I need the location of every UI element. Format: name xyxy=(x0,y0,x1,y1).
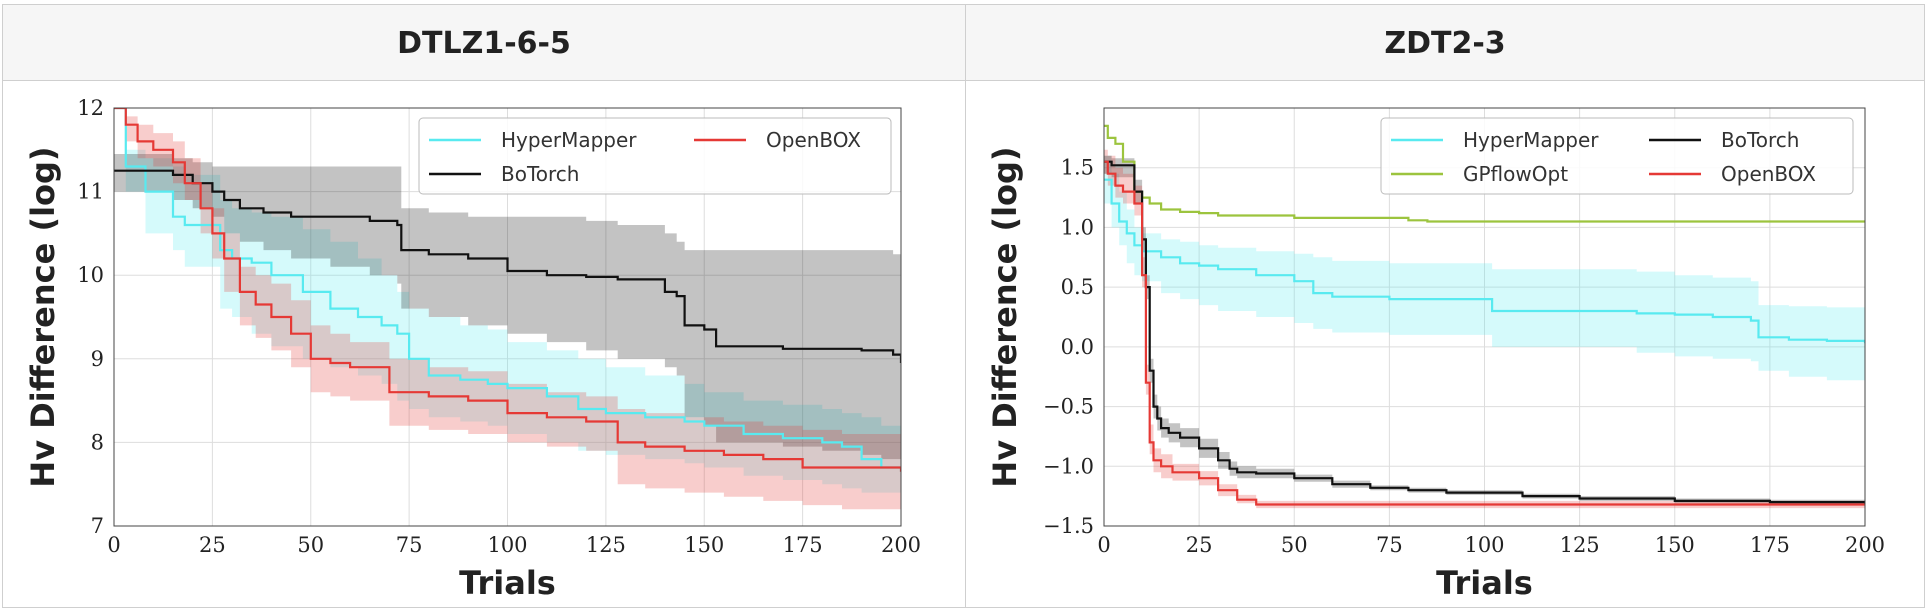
series-line-openbox xyxy=(1104,160,1865,506)
x-tick-label: 100 xyxy=(487,533,527,557)
y-tick-label: 0.5 xyxy=(1061,275,1094,299)
panel-title-left: DTLZ1-6-5 xyxy=(397,25,571,61)
y-tick-label: 10 xyxy=(77,263,104,287)
x-tick-label: 150 xyxy=(684,533,724,557)
series-line-botorch xyxy=(1104,160,1865,505)
panel-divider xyxy=(965,81,966,607)
x-tick-label: 0 xyxy=(107,533,120,557)
x-tick-label: 200 xyxy=(881,533,921,557)
grid xyxy=(1103,108,1866,527)
legend-label: BoTorch xyxy=(501,162,579,186)
series-line-openbox xyxy=(114,108,901,472)
lines xyxy=(1104,124,1865,506)
band-botorch xyxy=(114,154,901,460)
y-tick-label: −1.0 xyxy=(1043,454,1094,478)
legend-label: HyperMapper xyxy=(501,128,637,152)
plot-frame xyxy=(113,107,902,527)
y-tick-label: 12 xyxy=(77,96,104,120)
x-tick-label: 75 xyxy=(1376,533,1403,557)
y-axis-title: Hv Difference (log) xyxy=(986,146,1024,487)
x-tick-label: 50 xyxy=(297,533,324,557)
plot-frame xyxy=(1103,107,1866,527)
y-tick-label: 7 xyxy=(91,514,104,538)
x-tick-label: 175 xyxy=(1750,533,1790,557)
x-tick-label: 0 xyxy=(1097,533,1110,557)
x-axis-title: Trials xyxy=(1436,564,1533,602)
y-tick-label: 0.0 xyxy=(1061,335,1094,359)
x-tick-label: 200 xyxy=(1845,533,1885,557)
lines xyxy=(114,108,901,472)
legend: HyperMapper GPflowOpt BoTorch OpenBOX xyxy=(1380,117,1854,195)
figure-frame: DTLZ1-6-5 ZDT2-3 xyxy=(2,4,1925,608)
x-tick-label: 50 xyxy=(1281,533,1308,557)
header-row: DTLZ1-6-5 ZDT2-3 xyxy=(3,5,1924,81)
chart-zdt2: 0 25 50 75 100 125 150 175 200 −1.5 −1.0 −0.5 0.0 0.5… xyxy=(986,107,1885,602)
x-tick-label: 150 xyxy=(1655,533,1695,557)
x-tick-label: 125 xyxy=(586,533,626,557)
x-tick-label: 25 xyxy=(199,533,226,557)
legend-label: HyperMapper xyxy=(1463,128,1599,152)
y-tick-label: −1.5 xyxy=(1043,514,1094,538)
legend-box xyxy=(418,117,892,195)
y-tick-label: 1.5 xyxy=(1061,156,1094,180)
y-tick-label: 11 xyxy=(77,180,104,204)
band-hypermapper xyxy=(1104,155,1865,383)
tick-labels: 0 25 50 75 100 125 150 175 200 −1.5 −1.0 −0.5 0.0 0.5… xyxy=(1043,156,1885,557)
series-line-gpflowopt xyxy=(1104,124,1865,223)
legend: HyperMapper BoTorch OpenBOX xyxy=(418,117,892,195)
x-tick-label: 125 xyxy=(1560,533,1600,557)
y-tick-label: 1.0 xyxy=(1061,215,1094,239)
chart-dtlz1: 0 25 50 75 100 125 150 175 200 7 8 9 10 11 12 Trials Hv … xyxy=(24,96,921,602)
legend-label: BoTorch xyxy=(1721,128,1799,152)
y-tick-label: −0.5 xyxy=(1043,395,1094,419)
y-axis-title: Hv Difference (log) xyxy=(24,146,62,487)
x-tick-label: 75 xyxy=(396,533,423,557)
y-tick-label: 8 xyxy=(91,430,104,454)
series-line-botorch xyxy=(114,169,901,363)
legend-label: OpenBOX xyxy=(1721,162,1816,186)
x-tick-label: 25 xyxy=(1186,533,1213,557)
tick-labels: 0 25 50 75 100 125 150 175 200 7 8 9 10 11 12 xyxy=(77,96,921,557)
x-tick-label: 100 xyxy=(1464,533,1504,557)
panel-title-right: ZDT2-3 xyxy=(965,5,1924,81)
legend-label: GPflowOpt xyxy=(1463,162,1568,186)
series-line-hypermapper xyxy=(1104,178,1865,344)
legend-box xyxy=(1380,117,1854,195)
series-line-hypermapper xyxy=(114,108,901,472)
band-hypermapper xyxy=(114,108,901,493)
x-axis-title: Trials xyxy=(459,564,556,602)
x-tick-label: 175 xyxy=(783,533,823,557)
legend-label: OpenBOX xyxy=(766,128,861,152)
y-tick-label: 9 xyxy=(91,347,104,371)
